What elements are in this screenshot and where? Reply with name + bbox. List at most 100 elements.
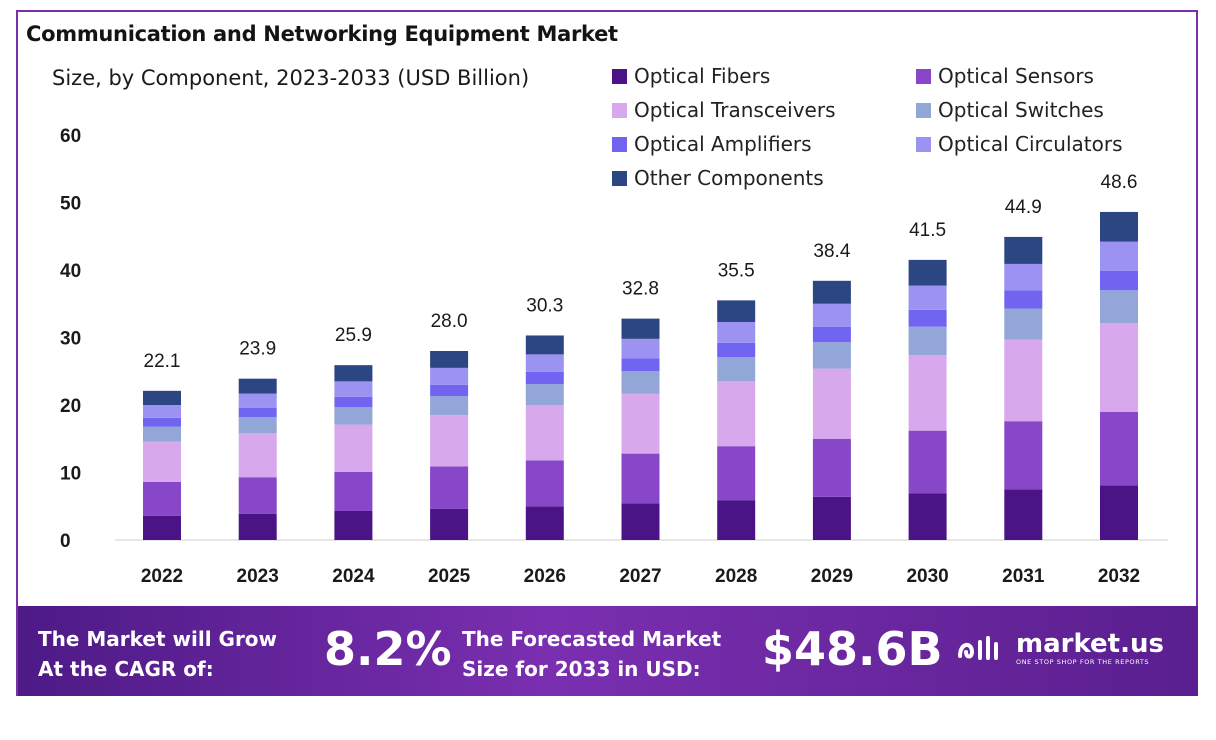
bar-segment-optical-switches [238,417,277,434]
bar-segment-optical-circulators [430,367,469,385]
legend-item-optical-amplifiers: Optical Amplifiers [612,132,812,156]
chart-title: Communication and Networking Equipment M… [26,22,618,46]
bar-segment-optical-switches [1004,308,1043,340]
bar-segment-optical-sensors [717,446,756,501]
bar-segment-optical-transceivers [717,381,756,447]
bar-segment-optical-fibers [717,500,756,540]
bar-segment-optical-transceivers [812,368,851,439]
cagr-caption: The Market will Grow At the CAGR of: [38,624,277,684]
bar-segment-optical-sensors [430,466,469,509]
brand-name: market.us [1016,629,1164,659]
bar-segment-optical-fibers [1100,485,1138,540]
bar-total-label: 23.9 [239,339,276,360]
bar-segment-optical-switches [621,371,660,394]
chart-frame [16,10,1198,696]
legend-label: Optical Sensors [938,64,1094,88]
bar-segment-other-components [812,280,851,304]
y-tick-label: 0 [60,531,71,552]
legend-item-optical-sensors: Optical Sensors [916,64,1094,88]
bar-segment-optical-transceivers [1100,323,1138,412]
bar-segment-other-components [238,378,277,394]
bar-segment-optical-circulators [812,303,851,327]
bar-segment-optical-sensors [1100,411,1138,486]
chart-subtitle: Size, by Component, 2023-2033 (USD Billi… [52,66,530,90]
y-tick-label: 60 [60,126,81,147]
bar-segment-optical-fibers [908,493,947,540]
bar-segment-optical-transceivers [238,433,277,478]
bar-segment-optical-transceivers [430,415,469,467]
y-tick-label: 30 [60,329,81,350]
bar-segment-optical-switches [334,407,373,425]
bar-segment-optical-sensors [621,453,660,504]
legend-item-optical-fibers: Optical Fibers [612,64,770,88]
market-us-logo-icon [958,636,998,660]
bar-segment-optical-transceivers [525,405,564,461]
bar-segment-optical-amplifiers [717,342,756,358]
bar-segment-optical-circulators [238,393,277,408]
x-tick-label: 2029 [811,566,853,587]
bar-segment-other-components [430,351,469,368]
bar-segment-optical-amplifiers [908,309,947,327]
x-tick-label: 2031 [1002,566,1045,587]
cagr-caption-line1: The Market will Grow [38,627,278,651]
bar-segment-optical-amplifiers [1004,290,1043,309]
bar-segment-optical-switches [143,426,181,442]
forecast-caption-line1: The Forecasted Market [462,627,722,651]
legend-label: Optical Amplifiers [634,132,812,156]
y-tick-label: 50 [60,194,81,215]
bar-segment-optical-transceivers [143,441,181,482]
bar-segment-other-components [621,318,660,339]
bar-segment-optical-sensors [143,481,181,516]
bar-segment-optical-circulators [1004,263,1043,291]
stacked-bar-chart: 010203040506022.1202223.9202325.9202428.… [60,126,1168,587]
forecast-caption-line2: Size for 2033 in USD: [462,657,701,681]
legend-swatch [612,102,627,118]
bar-total-label: 44.9 [1005,197,1042,218]
bar-segment-optical-amplifiers [334,396,373,408]
bar-segment-other-components [717,300,756,322]
bar-segment-optical-amplifiers [143,417,181,427]
brand-logo[interactable]: market.us ONE STOP SHOP FOR THE REPORTS [954,628,1164,668]
bar-segment-optical-transceivers [1004,339,1043,422]
bar-segment-other-components [1004,236,1043,264]
forecast-caption: The Forecasted Market Size for 2033 in U… [462,624,721,684]
bar-segment-optical-switches [717,357,756,382]
bar-total-label: 48.6 [1101,172,1138,193]
bar-segment-optical-fibers [334,510,373,540]
legend-item-optical-circulators: Optical Circulators [916,132,1123,156]
bar-segment-other-components [525,335,564,355]
bar-total-label: 25.9 [335,325,372,346]
cagr-value: 8.2% [324,622,452,676]
bar-segment-optical-circulators [334,381,373,397]
bar-segment-optical-sensors [334,471,373,511]
bar-segment-optical-switches [430,396,469,416]
bar-segment-optical-circulators [143,405,181,418]
bar-segment-optical-circulators [717,321,756,343]
footer-banner: The Market will Grow At the CAGR of: 8.2… [18,606,1198,696]
bar-segment-optical-amplifiers [430,384,469,397]
bar-segment-optical-switches [812,342,851,369]
x-tick-label: 2030 [906,566,948,587]
bar-segment-optical-transceivers [621,393,660,454]
legend-label: Optical Transceivers [634,98,836,122]
x-tick-label: 2022 [141,566,183,587]
brand-tagline: ONE STOP SHOP FOR THE REPORTS [1016,658,1150,666]
legend-swatch [612,68,627,84]
bar-segment-optical-fibers [1004,489,1043,540]
bar-total-label: 35.5 [718,260,755,281]
bar-segment-optical-amplifiers [621,358,660,372]
legend-swatch [612,136,627,152]
bar-segment-optical-sensors [1004,421,1043,490]
legend-item-optical-switches: Optical Switches [916,98,1104,122]
bar-segment-optical-circulators [525,354,564,372]
bar-segment-optical-amplifiers [238,407,277,418]
bar-segment-other-components [908,259,947,286]
legend-label: Optical Circulators [938,132,1123,156]
x-tick-label: 2027 [619,566,661,587]
bar-total-label: 38.4 [813,241,850,262]
legend-swatch [612,170,627,186]
legend-swatch [916,68,931,84]
bar-segment-optical-switches [908,326,947,356]
brand-text: market.us ONE STOP SHOP FOR THE REPORTS [1016,630,1164,666]
bar-segment-optical-circulators [621,338,660,359]
